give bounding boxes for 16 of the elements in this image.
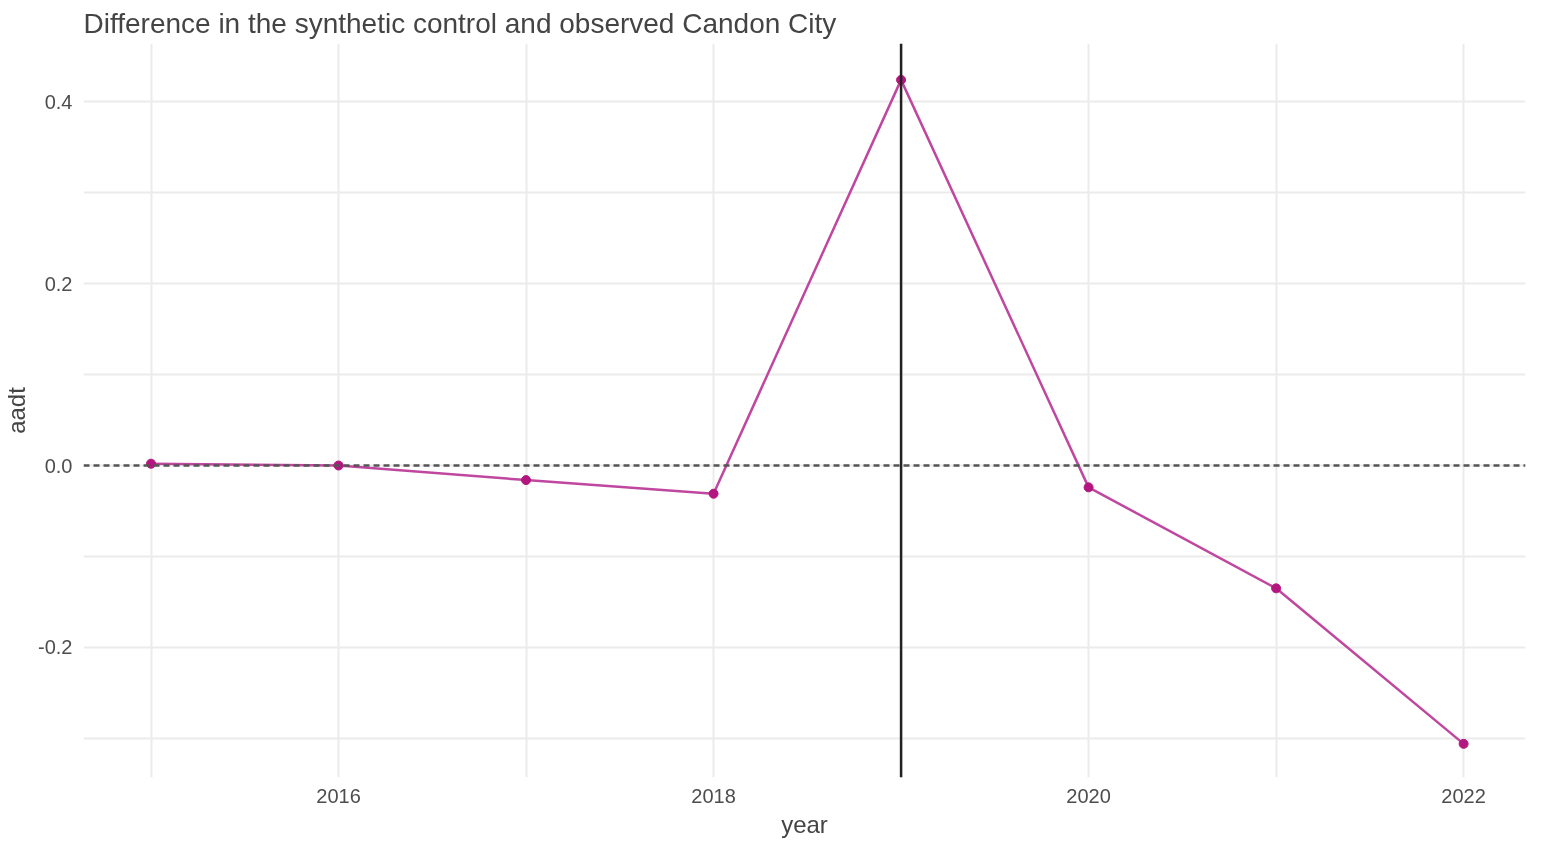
point [1458, 738, 1469, 749]
chart-title: Difference in the synthetic control and observed Candon City [83, 7, 837, 39]
y-axis-title: aadt [3, 386, 31, 434]
y-tick-label: 0.0 [44, 454, 73, 477]
y-tick-label: 0.2 [44, 272, 73, 295]
point [1083, 482, 1094, 493]
point [708, 488, 719, 499]
x-tick-label: 2022 [1441, 784, 1486, 807]
x-axis-title: year [781, 810, 828, 838]
point [521, 475, 532, 486]
x-tick-label: 2020 [1066, 784, 1111, 807]
y-tick-label: -0.2 [38, 636, 73, 659]
point [1271, 583, 1282, 594]
y-tick-label: 0.4 [44, 90, 73, 113]
x-tick-label: 2016 [316, 784, 361, 807]
x-tick-label: 2018 [691, 784, 736, 807]
